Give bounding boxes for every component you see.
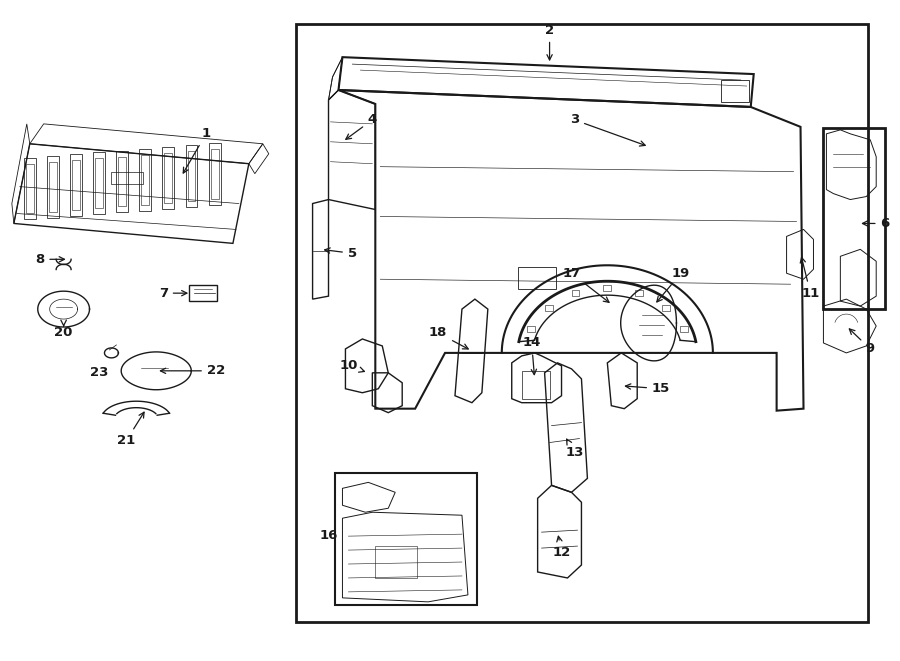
Bar	[209, 143, 220, 205]
Text: 17: 17	[562, 267, 609, 302]
Bar	[70, 154, 82, 216]
Bar	[635, 290, 644, 296]
Text: 15: 15	[626, 382, 670, 395]
Bar	[603, 285, 611, 291]
Bar	[165, 153, 173, 203]
Bar	[375, 546, 417, 578]
Bar	[211, 149, 219, 199]
Text: 6: 6	[862, 217, 890, 230]
Text: 10: 10	[339, 360, 365, 372]
Text: 5: 5	[325, 247, 357, 260]
Bar	[518, 267, 555, 289]
Bar	[187, 151, 195, 201]
Text: 7: 7	[158, 287, 187, 299]
Bar	[296, 24, 868, 622]
Bar	[721, 80, 749, 102]
Text: 12: 12	[553, 536, 571, 559]
Text: 4: 4	[346, 114, 377, 139]
Bar	[527, 326, 535, 332]
Text: 20: 20	[54, 327, 73, 340]
Text: 18: 18	[429, 327, 468, 349]
Text: 21: 21	[117, 412, 144, 447]
Bar	[118, 157, 126, 206]
Text: 3: 3	[570, 114, 645, 146]
Text: 9: 9	[850, 329, 875, 356]
Bar	[95, 159, 104, 208]
Text: 1: 1	[184, 128, 211, 173]
Bar	[336, 473, 477, 605]
Bar	[72, 160, 80, 210]
Text: 11: 11	[800, 257, 820, 299]
Bar	[680, 326, 688, 332]
Text: 14: 14	[523, 336, 541, 375]
Bar	[26, 164, 34, 214]
Bar	[572, 290, 580, 296]
Bar	[162, 147, 175, 209]
Bar	[93, 152, 105, 214]
Bar	[522, 371, 550, 399]
Text: 16: 16	[320, 529, 338, 541]
Bar	[116, 151, 128, 212]
Bar	[112, 172, 143, 184]
Bar	[824, 128, 886, 309]
Text: 23: 23	[90, 366, 109, 379]
Bar	[140, 149, 151, 210]
Bar	[23, 158, 36, 219]
Bar	[47, 156, 58, 217]
Text: 22: 22	[160, 364, 225, 377]
Bar	[141, 155, 149, 204]
Text: 8: 8	[35, 253, 65, 266]
Text: 2: 2	[545, 24, 554, 60]
Bar	[185, 145, 197, 207]
Bar	[544, 305, 553, 311]
Bar	[662, 305, 670, 311]
Bar	[49, 162, 57, 212]
Text: 19: 19	[657, 267, 690, 302]
Text: 13: 13	[565, 439, 584, 459]
Bar	[189, 285, 217, 301]
